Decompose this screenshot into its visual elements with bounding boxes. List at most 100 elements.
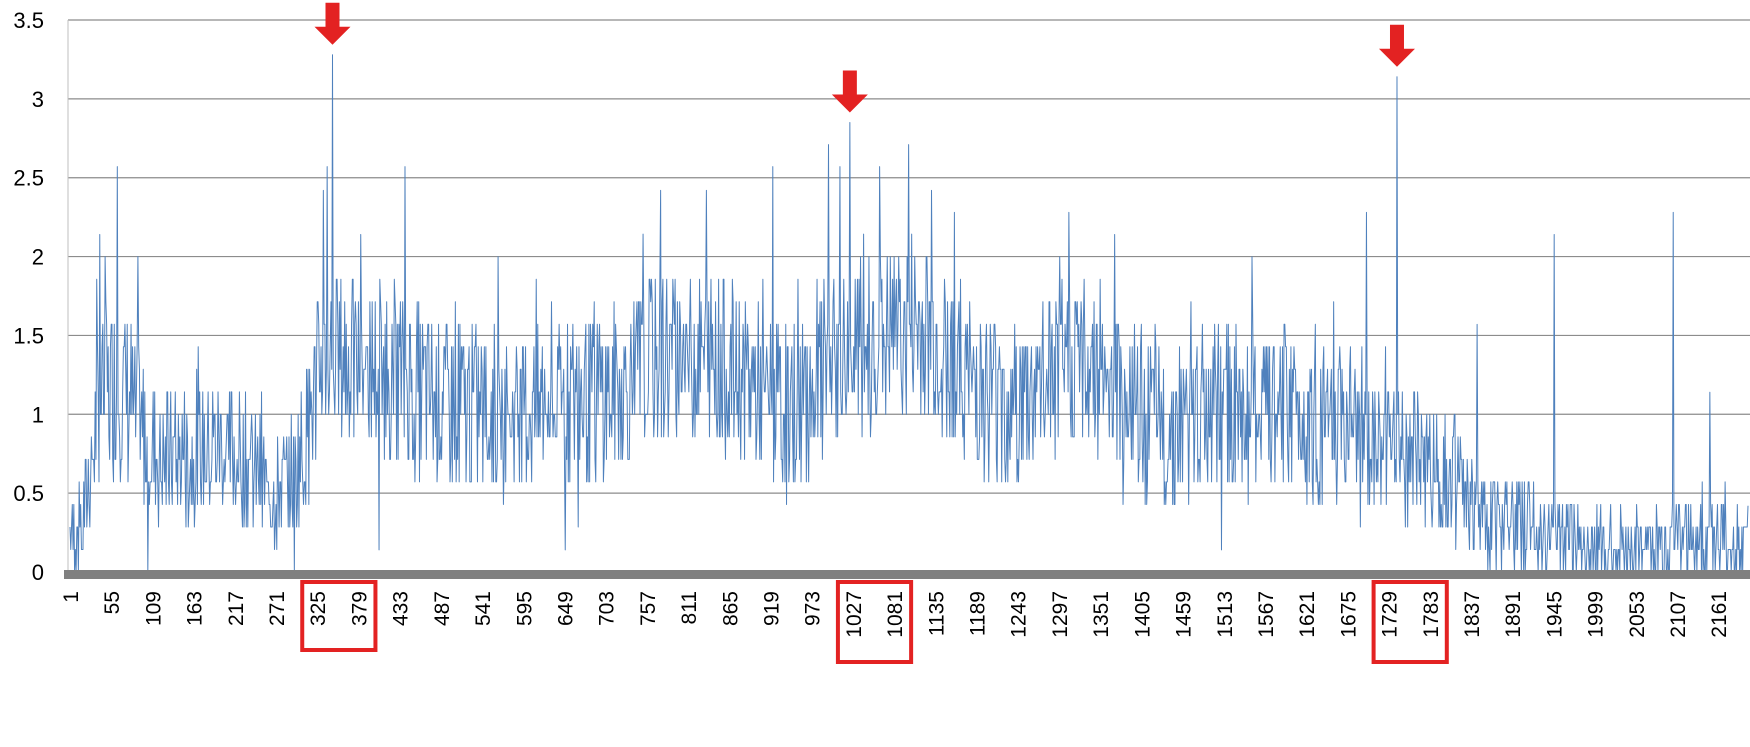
x-tick-label: 487 [431,591,454,626]
x-tick-label: 1351 [1090,591,1113,638]
x-tick-label: 1459 [1173,591,1196,638]
x-tick-label: 2161 [1708,591,1731,638]
y-tick-label: 0.5 [13,481,44,506]
x-axis-band [64,570,1750,579]
x-tick-label: 1243 [1008,591,1031,638]
x-tick-label-group: 1837 [1461,591,1484,638]
x-tick-label: 1297 [1049,591,1072,638]
x-tick-label: 109 [142,591,165,626]
x-tick-label-group: 649 [554,591,577,626]
x-tick-label: 1729 [1379,591,1402,638]
x-tick-label-group: 2053 [1626,591,1649,638]
y-tick-label: 1 [32,402,44,427]
x-tick-label: 1135 [925,591,948,636]
x-tick-label: 595 [513,591,536,626]
x-tick-label-group: 1405 [1131,591,1154,638]
x-tick-label: 1513 [1214,591,1237,638]
x-tick-label-group: 1 [60,591,83,603]
x-tick-label-group: 1567 [1255,591,1278,638]
x-tick-label-group: 1027 [843,591,866,638]
x-tick-label-group: 1513 [1214,591,1237,638]
y-tick-label: 1.5 [13,323,44,348]
highlight-box [300,580,378,652]
x-tick-label-group: 1243 [1008,591,1031,638]
x-tick-label-group: 973 [802,591,825,626]
x-tick-label: 55 [101,591,124,614]
y-axis-tick-labels: 0 0.5 1 1.5 2 2.5 3 3.5 [13,8,44,585]
peak-arrow-icon [1378,24,1415,67]
peak-arrow-icon [314,2,351,45]
highlight-box [1371,580,1449,664]
x-tick-label-group: 1135 [925,591,948,636]
x-tick-label-group: 811 [678,591,701,624]
x-tick-label: 1405 [1131,591,1154,638]
x-tick-label: 1999 [1585,591,1608,638]
x-tick-label-group: 1297 [1049,591,1072,638]
x-tick-label: 919 [761,591,784,626]
x-tick-label-group: 865 [719,591,742,626]
highlight-box [835,580,914,664]
x-tick-label-group: 1945 [1543,591,1566,638]
x-tick-label: 1621 [1296,591,1319,638]
x-tick-label-group: 919 [761,591,784,626]
x-tick-label-group: 1729 [1379,591,1402,638]
x-tick-label: 1567 [1255,591,1278,638]
x-tick-label: 217 [225,591,248,626]
x-tick-label: 811 [678,591,701,624]
y-tick-label: 0 [32,560,44,585]
x-tick-label: 1 [60,591,83,603]
x-tick-label-group: 541 [472,591,495,626]
x-tick-label-group: 1459 [1173,591,1196,638]
x-tick-label-group: 217 [225,591,248,626]
x-tick-label-group: 1675 [1337,591,1360,638]
x-tick-label: 163 [184,591,207,626]
x-tick-label-group: 487 [431,591,454,626]
x-tick-label-group: 325 [307,591,330,626]
series-layer [69,54,1749,573]
x-tick-label-group: 757 [637,591,660,626]
x-tick-label: 1891 [1502,591,1525,638]
x-tick-label: 1675 [1337,591,1360,638]
x-tick-label-group: 1999 [1585,591,1608,638]
x-tick-label-group: 163 [184,591,207,626]
x-tick-label: 1945 [1543,591,1566,638]
x-tick-label-group: 1351 [1090,591,1113,638]
series-line [69,54,1749,573]
x-tick-label: 2053 [1626,591,1649,638]
x-tick-label-group: 1783 [1420,591,1443,638]
x-tick-label-group: 595 [513,591,536,626]
y-tick-label: 3 [32,87,44,112]
y-tick-label: 2 [32,245,44,270]
x-axis-tick-labels: 1 55 109 163 217 271 325 379 433 487 541 595 649 703 7… [60,591,1731,638]
peak-arrow-icon [831,70,868,113]
x-tick-label-group: 2107 [1667,591,1690,638]
x-axis [64,570,1750,579]
x-tick-label: 649 [554,591,577,626]
x-tick-label-group: 271 [266,591,289,626]
x-tick-label: 973 [802,591,825,626]
x-tick-label: 1081 [884,591,907,638]
peak-arrows [314,2,1415,113]
x-tick-label: 1783 [1420,591,1443,638]
x-tick-label: 865 [719,591,742,626]
x-tick-label: 1837 [1461,591,1484,638]
x-tick-label: 757 [637,591,660,626]
x-tick-label: 433 [390,591,413,626]
x-tick-label-group: 109 [142,591,165,626]
x-tick-label: 1027 [843,591,866,638]
x-tick-label: 703 [596,591,619,626]
x-tick-label-group: 379 [348,591,371,626]
x-tick-label: 325 [307,591,330,626]
x-tick-label-group: 55 [101,591,124,614]
y-tick-label: 3.5 [13,8,44,33]
x-tick-label: 379 [348,591,371,626]
highlight-boxes [300,580,1449,664]
x-tick-label: 1189 [967,591,990,636]
x-tick-label-group: 1891 [1502,591,1525,638]
x-tick-label: 541 [472,591,495,626]
x-tick-label-group: 1621 [1296,591,1319,638]
x-tick-label: 271 [266,591,289,626]
y-tick-label: 2.5 [13,166,44,191]
x-tick-label-group: 433 [390,591,413,626]
